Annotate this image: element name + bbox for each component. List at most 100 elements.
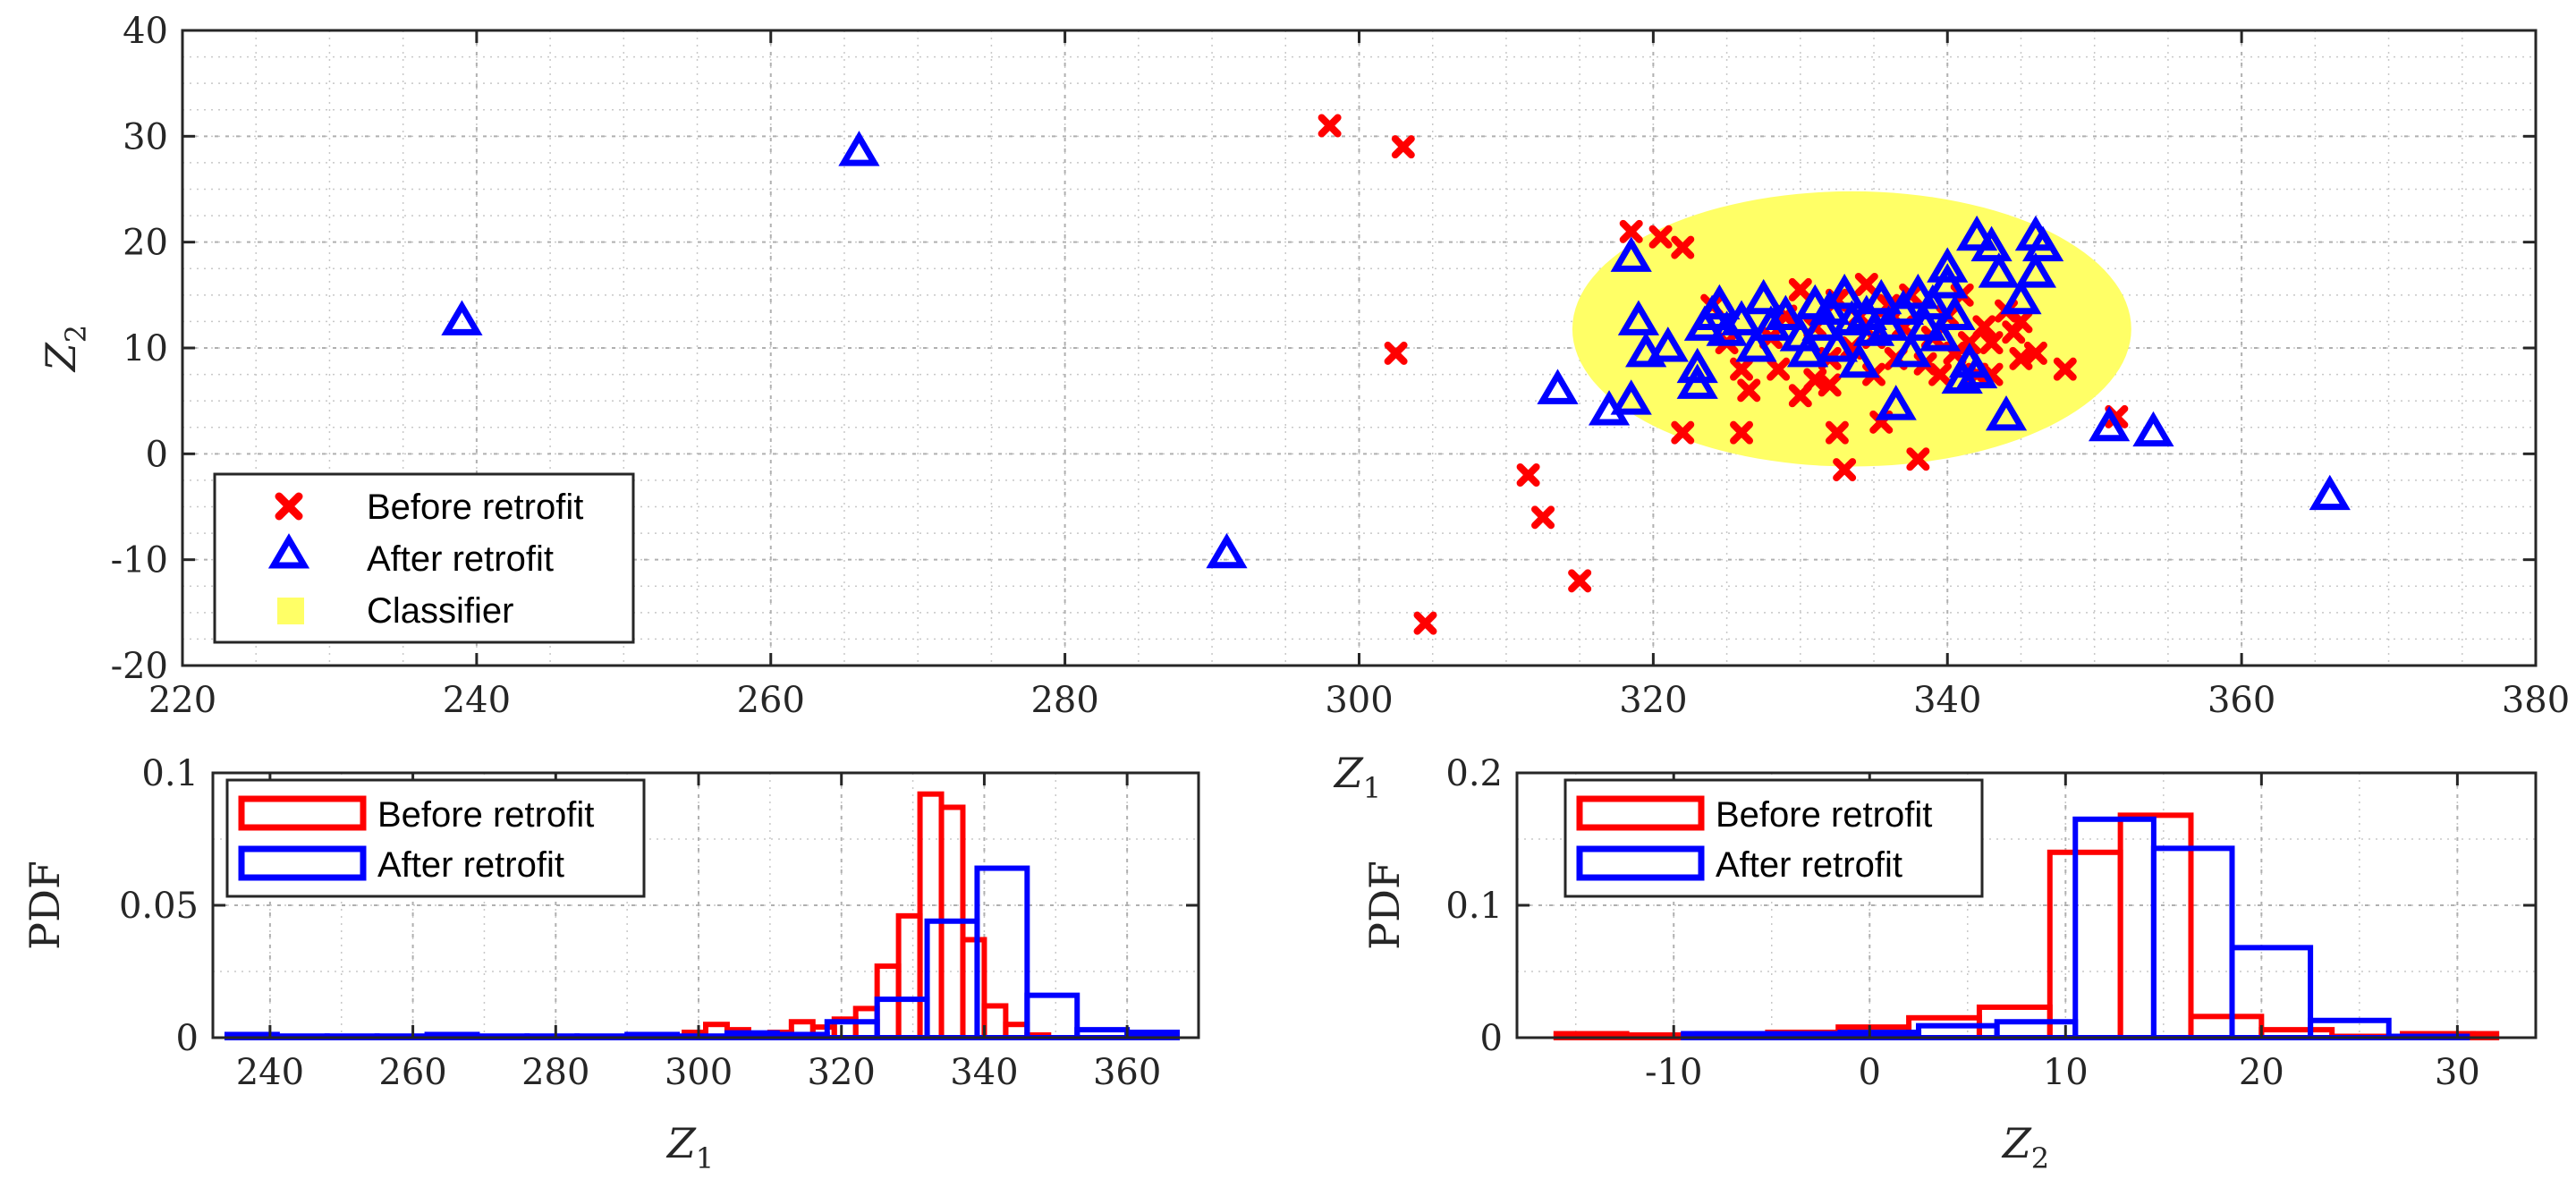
after-retrofit-point <box>441 300 483 335</box>
after-retrofit-point <box>1617 300 1660 335</box>
after-retrofit-point <box>1927 247 1969 283</box>
scatter-x-tick-label: 280 <box>1030 680 1098 721</box>
histogram-z1: 240 260 280 300 320 340 360 0 0.05 0.1 Z1 PDF Be… <box>21 753 1200 1175</box>
before-retrofit-point <box>1928 362 1953 386</box>
after-retrofit-point <box>1647 327 1689 362</box>
after-retrofit-point <box>1956 215 1998 251</box>
hist-z2-legend-swatch-before <box>1576 795 1705 831</box>
scatter-x-ticks: 220 240 260 280 300 320 340 360 380 <box>148 30 2570 721</box>
hist-z1-y-ticks: 0 0.05 0.1 <box>119 753 1199 1059</box>
after-retrofit-point <box>2000 278 2042 315</box>
before-retrofit-point <box>1648 225 1673 249</box>
before-retrofit-point <box>1671 235 1695 259</box>
scatter-x-tick-label: 300 <box>1325 680 1393 721</box>
after-retrofit-point <box>1676 363 1718 399</box>
hist-z2-legend-label-after: After retrofit <box>1716 845 1902 885</box>
after-retrofit-point <box>1904 305 1946 341</box>
before-retrofit-point <box>1979 331 2004 355</box>
after-retrofit-point <box>1610 236 1652 272</box>
hist-z2-x-label: Z2 <box>2001 1119 2049 1175</box>
after-retrofit-point <box>1970 225 2012 262</box>
after-retrofit-point <box>1897 273 1939 310</box>
hist2-x-tick-label: 30 <box>2435 1052 2480 1093</box>
hist2-x-tick-label: -10 <box>1645 1052 1702 1093</box>
before-retrofit-point <box>1619 219 1643 243</box>
before-retrofit-point <box>2053 357 2077 381</box>
scatter-plot: 220 240 260 280 300 320 340 360 380 -20 -10 0 10 20 3… <box>37 11 2570 805</box>
hist2-x-tick-label: 0 <box>1859 1052 1881 1093</box>
legend-label-after: After retrofit <box>367 539 554 579</box>
after-retrofit-point <box>1934 294 1976 330</box>
after-retrofit-point <box>1956 352 1998 389</box>
hist1-x-tick-label: 320 <box>808 1052 876 1093</box>
before-retrofit-point <box>1384 341 1408 365</box>
hist2-y-tick-label: 0.1 <box>1445 886 1503 927</box>
scatter-x-label: Z1 <box>1333 749 1381 805</box>
scatter-y-tick-label: 30 <box>123 116 168 157</box>
before-retrofit-point <box>1531 505 1555 530</box>
before-retrofit-point <box>1391 135 1415 159</box>
legend-marker-classifier <box>277 598 304 624</box>
scatter-x-tick-label: 360 <box>2207 680 2275 721</box>
scatter-x-tick-label: 240 <box>443 680 511 721</box>
before-retrofit-point <box>1788 277 1812 301</box>
before-retrofit-point <box>1671 420 1695 445</box>
hist-z2-legend-swatch-after <box>1576 845 1705 881</box>
after-retrofit-point <box>2022 225 2064 262</box>
after-retrofit-point <box>2132 411 2174 447</box>
scatter-y-tick-label: -20 <box>111 646 168 687</box>
after-retrofit-point <box>1824 273 1866 310</box>
before-retrofit-point <box>1737 378 1761 403</box>
before-retrofit-point <box>1318 114 1342 138</box>
hist1-x-tick-label: 360 <box>1093 1052 1161 1093</box>
after-retrofit-point <box>1919 316 1962 352</box>
hist1-y-tick-label: 0.1 <box>141 753 199 794</box>
before-retrofit-point <box>1730 420 1754 445</box>
after-retrofit-point <box>1735 327 1777 362</box>
before-retrofit-point <box>1516 463 1540 487</box>
hist-z1-x-ticks: 240 260 280 300 320 340 360 <box>236 773 1161 1093</box>
after-retrofit-point <box>1699 284 1741 320</box>
scatter-y-tick-label: 40 <box>123 11 168 52</box>
hist-z2-y-label: PDF <box>1360 861 1409 950</box>
hist-z1-legend-swatch-after <box>238 845 367 881</box>
before-retrofit-point <box>1818 373 1842 397</box>
after-retrofit-point <box>2089 405 2131 442</box>
hist-z1-y-label: PDF <box>21 861 69 950</box>
hist-z1-x-label: Z1 <box>665 1119 714 1175</box>
scatter-x-tick-label: 320 <box>1619 680 1687 721</box>
hist2-x-tick-label: 20 <box>2239 1052 2284 1093</box>
before-retrofit-point <box>1833 458 1857 482</box>
after-retrofit-point <box>1720 300 1763 335</box>
hist-z2-legend: Before retrofit After retrofit <box>1563 778 1984 898</box>
hist1-y-tick-label: 0 <box>176 1018 199 1059</box>
after-retrofit-point <box>1742 278 1784 315</box>
scatter-x-tick-label: 220 <box>148 680 216 721</box>
before-retrofit-point <box>1568 569 1592 593</box>
scatter-y-tick-label: -10 <box>111 540 168 581</box>
before-retrofit-point <box>1906 447 1930 471</box>
scatter-legend: Before retrofit After retrofit Classifie… <box>213 472 635 644</box>
hist-z2-x-ticks: -10 0 10 20 30 <box>1645 773 2480 1093</box>
scatter-y-ticks: -20 -10 0 10 20 30 40 <box>111 11 2536 687</box>
after-retrofit-point <box>1890 331 1932 368</box>
after-retrofit-point <box>1765 294 1807 330</box>
after-retrofit-point <box>1816 327 1859 362</box>
legend-marker-after <box>267 533 310 569</box>
before-retrofit-point <box>1413 611 1437 635</box>
scatter-y-tick-label: 10 <box>123 328 168 369</box>
hist-z1-legend-swatch-before <box>238 795 367 831</box>
after-retrofit-point <box>1610 379 1652 415</box>
before-retrofit-point <box>1767 357 1791 381</box>
before-retrofit-point <box>1854 273 1878 296</box>
after-retrofit-markers <box>441 131 2351 569</box>
hist-z1-legend-label-after: After retrofit <box>377 845 564 885</box>
scatter-y-tick-label: 0 <box>146 434 168 475</box>
before-retrofit-point <box>1730 357 1754 381</box>
scatter-y-tick-label: 20 <box>123 223 168 264</box>
hist2-y-tick-label: 0 <box>1480 1018 1503 1059</box>
hist-z2-y-ticks: 0 0.1 0.2 <box>1445 753 2536 1059</box>
hist2-y-tick-label: 0.2 <box>1445 753 1503 794</box>
hist1-x-tick-label: 340 <box>950 1052 1018 1093</box>
